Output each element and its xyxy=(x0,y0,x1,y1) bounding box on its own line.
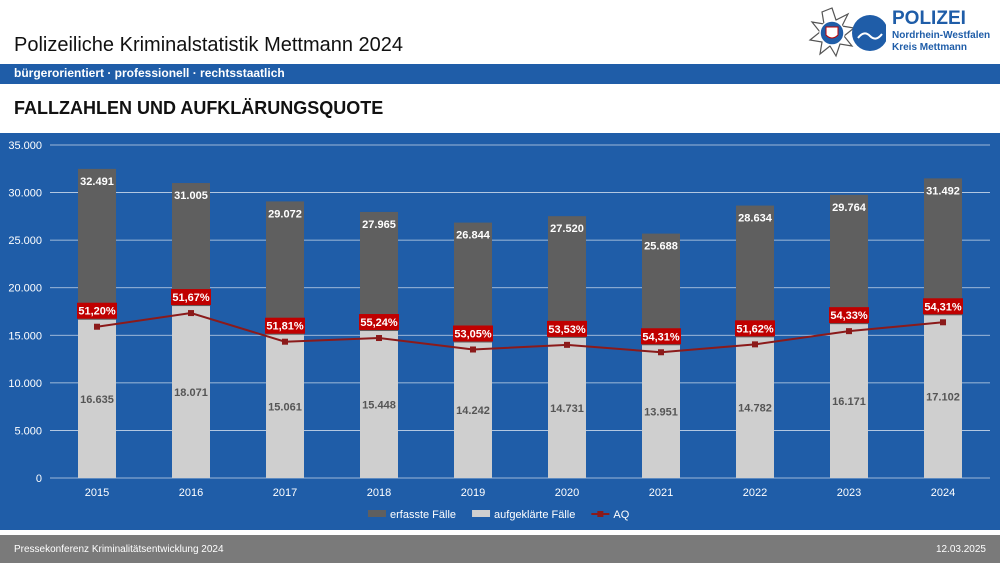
data-label-aufgeklaerte: 16.171 xyxy=(832,396,866,408)
aq-point xyxy=(94,323,100,330)
aq-point xyxy=(658,349,664,356)
data-label-erfasste: 31.005 xyxy=(174,190,208,202)
x-tick-label: 2023 xyxy=(837,487,861,499)
data-label-aufgeklaerte: 15.448 xyxy=(362,400,396,412)
bar-aufgeklaerte-faelle xyxy=(924,315,962,478)
aq-label-box xyxy=(735,320,775,337)
data-label-aufgeklaerte: 13.951 xyxy=(644,407,678,419)
y-tick-label: 10.000 xyxy=(8,378,42,390)
legend-label: AQ xyxy=(613,509,629,521)
data-label-erfasste: 28.634 xyxy=(738,213,773,225)
data-label-erfasste: 27.520 xyxy=(550,223,584,235)
x-tick-label: 2019 xyxy=(461,487,485,499)
logo-state: Nordrhein-Westfalen xyxy=(892,30,991,41)
x-tick-label: 2020 xyxy=(555,487,579,499)
data-label-erfasste: 32.491 xyxy=(80,176,114,188)
data-label-aufgeklaerte: 15.061 xyxy=(268,401,302,413)
x-tick-label: 2021 xyxy=(649,487,673,499)
bar-aufgeklaerte-faelle xyxy=(360,331,398,478)
aq-point xyxy=(846,328,852,335)
data-label-aufgeklaerte: 14.731 xyxy=(550,403,584,415)
aq-label-box xyxy=(923,298,963,315)
bar-aufgeklaerte-faelle xyxy=(548,337,586,478)
bar-aufgeklaerte-faelle xyxy=(266,334,304,478)
aq-point xyxy=(940,319,946,326)
data-label-erfasste: 27.965 xyxy=(362,219,396,231)
footer-event: Pressekonferenz Kriminalitätsentwicklung… xyxy=(14,544,224,555)
legend-swatch-marker xyxy=(597,511,604,517)
data-label-aufgeklaerte: 16.635 xyxy=(80,394,114,406)
x-tick-label: 2016 xyxy=(179,487,203,499)
data-label-erfasste: 29.072 xyxy=(268,208,302,220)
bar-aufgeklaerte-faelle xyxy=(830,324,868,478)
logo-district: Kreis Mettmann xyxy=(892,42,968,53)
aq-point xyxy=(752,341,758,348)
data-label-erfasste: 26.844 xyxy=(456,230,491,242)
aq-label-box xyxy=(453,325,493,342)
y-tick-label: 30.000 xyxy=(8,188,42,200)
logo-name: POLIZEI xyxy=(892,8,966,29)
legend-swatch xyxy=(472,510,491,517)
data-label-aufgeklaerte: 14.242 xyxy=(456,405,490,417)
aq-label: 54,33% xyxy=(830,310,868,322)
aq-label: 51,20% xyxy=(78,306,116,318)
x-tick-label: 2024 xyxy=(931,487,955,499)
data-label-aufgeklaerte: 14.782 xyxy=(738,403,772,415)
aq-label: 51,67% xyxy=(172,292,210,304)
bar-aufgeklaerte-faelle xyxy=(78,319,116,478)
footer: Pressekonferenz Kriminalitätsentwicklung… xyxy=(0,535,1000,563)
footer-date: 12.03.2025 xyxy=(935,544,986,555)
y-tick-label: 25.000 xyxy=(8,235,42,247)
tagline: bürgerorientiert · professionell · recht… xyxy=(14,66,285,80)
bar-aufgeklaerte-faelle xyxy=(172,306,210,478)
aq-label: 54,31% xyxy=(924,301,962,313)
aq-point xyxy=(564,341,570,348)
polizei-logo: POLIZEI Nordrhein-Westfalen Kreis Mettma… xyxy=(806,6,996,60)
page-title: Polizeiliche Kriminalstatistik Mettmann … xyxy=(14,34,404,56)
legend-label: erfasste Fälle xyxy=(390,509,456,521)
chart-svg: 0 5.000 10.000 15.000 20.000 25.000 30.000 35.0… xyxy=(8,140,990,521)
police-star-icon xyxy=(808,7,888,58)
chart-heading: FALLZAHLEN UND AUFKLÄRUNGSQUOTE xyxy=(14,98,384,118)
aq-label: 55,24% xyxy=(360,317,398,329)
aq-label: 51,81% xyxy=(266,321,304,333)
y-tick-label: 5.000 xyxy=(14,425,42,437)
aq-label-box xyxy=(171,289,211,306)
aq-label-box xyxy=(547,320,587,337)
aq-label-box xyxy=(77,302,117,319)
aq-label: 53,53% xyxy=(548,324,586,336)
y-tick-label: 15.000 xyxy=(8,330,42,342)
aq-label-box xyxy=(359,314,399,331)
aq-label: 54,31% xyxy=(642,331,680,343)
aq-label-box xyxy=(641,328,681,345)
x-tick-label: 2022 xyxy=(743,487,767,499)
y-tick-label: 0 xyxy=(36,473,42,485)
data-label-erfasste: 29.764 xyxy=(832,202,867,214)
bar-aufgeklaerte-faelle xyxy=(736,337,774,478)
aq-point xyxy=(282,338,288,345)
aq-label-box xyxy=(265,317,305,334)
data-label-erfasste: 31.492 xyxy=(926,185,960,197)
x-tick-label: 2015 xyxy=(85,487,109,499)
aq-label: 53,05% xyxy=(454,328,492,340)
y-tick-label: 35.000 xyxy=(8,140,42,152)
y-tick-label: 20.000 xyxy=(8,283,42,295)
legend-swatch xyxy=(368,510,386,517)
bar-aufgeklaerte-faelle xyxy=(642,345,680,478)
aq-point xyxy=(376,335,382,342)
data-label-aufgeklaerte: 17.102 xyxy=(926,392,960,404)
aq-point xyxy=(470,346,476,353)
x-tick-label: 2017 xyxy=(273,487,297,499)
bar-aufgeklaerte-faelle xyxy=(454,342,492,478)
x-tick-label: 2018 xyxy=(367,487,391,499)
aq-label-box xyxy=(829,307,869,324)
tagline-bar: bürgerorientiert · professionell · recht… xyxy=(0,64,1000,84)
legend-label: aufgeklärte Fälle xyxy=(494,509,575,521)
aq-line xyxy=(96,312,944,354)
aq-label: 51,62% xyxy=(736,323,774,335)
aq-point xyxy=(188,310,194,317)
chart-area: 0 5.000 10.000 15.000 20.000 25.000 30.000 35.0… xyxy=(0,133,1000,530)
data-label-erfasste: 25.688 xyxy=(644,241,678,253)
data-label-aufgeklaerte: 18.071 xyxy=(174,387,208,399)
